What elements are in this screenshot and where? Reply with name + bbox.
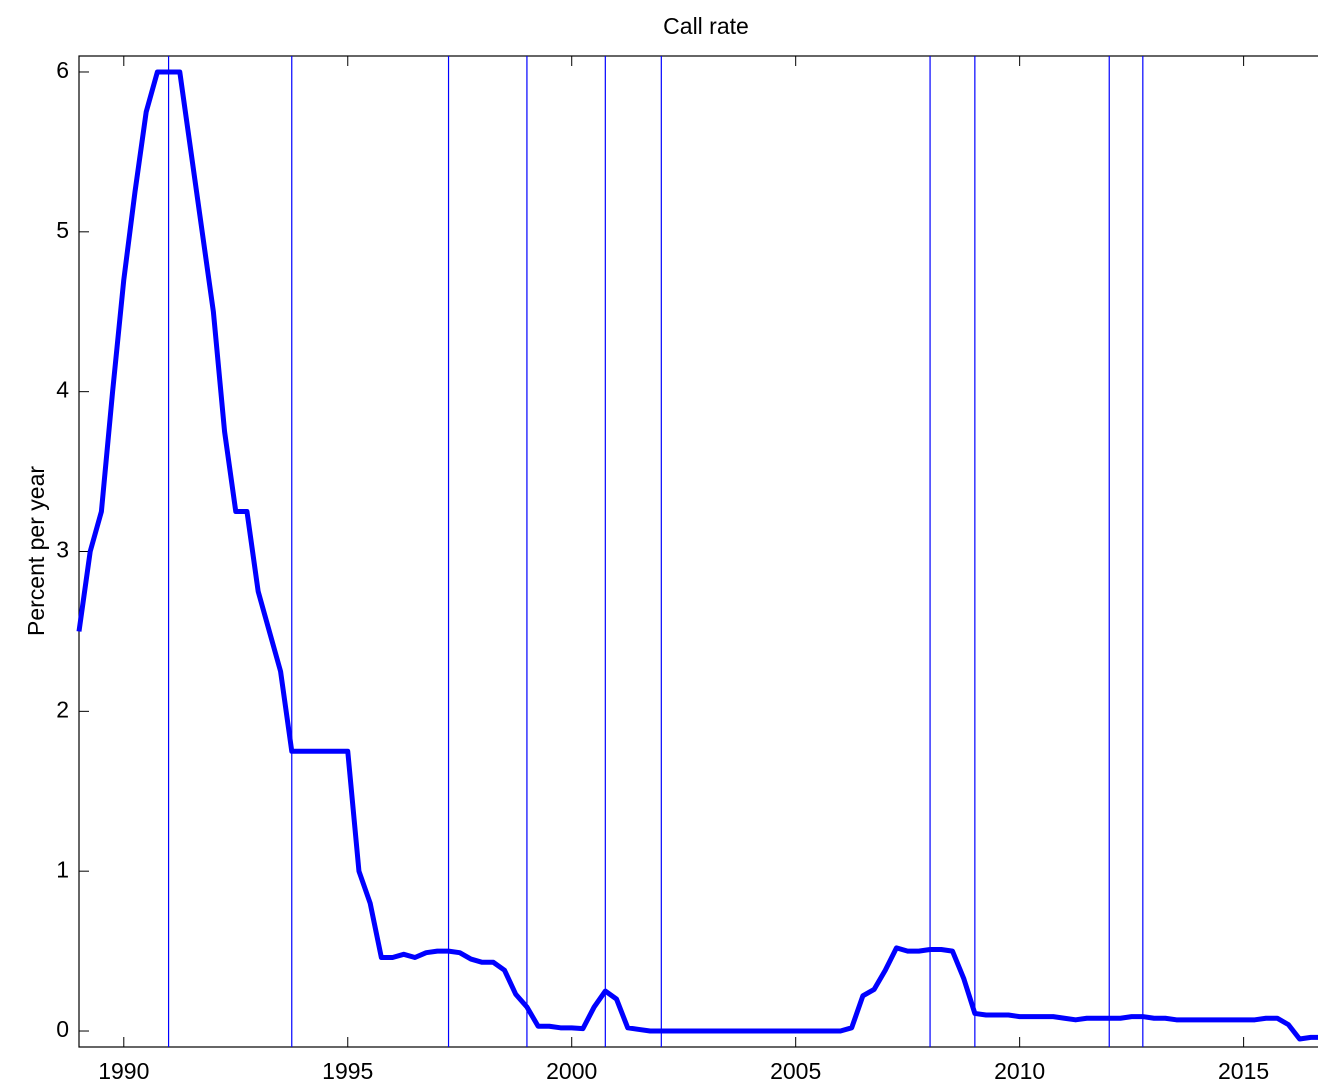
plot-frame bbox=[78, 55, 1318, 1048]
y-axis-label: Percent per year bbox=[23, 466, 49, 636]
y-tick-label: 2 bbox=[56, 696, 69, 722]
x-tick-label: 1995 bbox=[322, 1058, 373, 1084]
y-tick-label: 1 bbox=[56, 856, 69, 882]
x-tick-label: 2010 bbox=[994, 1058, 1045, 1084]
x-tick-label: 2005 bbox=[770, 1058, 821, 1084]
y-tick-label: 3 bbox=[56, 537, 69, 563]
y-tick-label: 4 bbox=[56, 377, 69, 403]
y-tick-label: 5 bbox=[56, 217, 69, 243]
y-tick-label: 6 bbox=[56, 57, 69, 83]
chart-title: Call rate bbox=[663, 13, 749, 39]
y-tick-label: 0 bbox=[56, 1016, 69, 1042]
x-tick-label: 2000 bbox=[546, 1058, 597, 1084]
x-tick-label: 1990 bbox=[98, 1058, 149, 1084]
x-tick-label: 2015 bbox=[1218, 1058, 1269, 1084]
data-line bbox=[76, 69, 1318, 1042]
